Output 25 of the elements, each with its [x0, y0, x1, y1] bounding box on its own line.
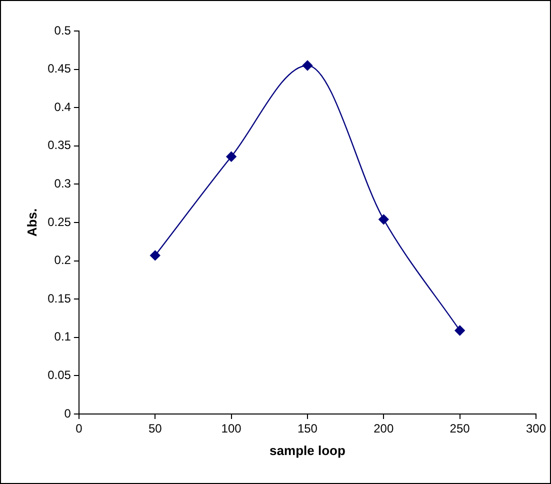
- point: [302, 60, 313, 71]
- point: [454, 325, 465, 336]
- y-tick-label: 0: [64, 406, 72, 420]
- point: [226, 152, 236, 162]
- x-tick-label: 50: [148, 422, 162, 436]
- point: [150, 250, 160, 261]
- point: [378, 214, 389, 225]
- y-tick-label: 0.35: [48, 138, 72, 152]
- x-tick-label: 150: [297, 422, 318, 436]
- y-tick-label: 0.1: [54, 330, 72, 344]
- y-tick-label: 0.4: [54, 100, 72, 114]
- x-tick-label: 250: [450, 422, 470, 436]
- y-axis-title: Abs.: [24, 208, 40, 237]
- y-tick-label: 0.25: [48, 214, 72, 229]
- y-tick-label: 0.05: [48, 368, 72, 382]
- y-tick-label: 0.2: [54, 253, 72, 268]
- x-tick-label: 0: [76, 422, 83, 436]
- y-tick-label: 0.5: [54, 23, 72, 38]
- x-tick-label: 100: [221, 422, 242, 436]
- x-tick-label: 200: [374, 422, 394, 436]
- y-tick-label: 0.15: [48, 291, 72, 306]
- y-tick-label: 0.45: [48, 62, 72, 76]
- x-axis-title: sample loop: [270, 442, 346, 458]
- x-tick-label: 300: [526, 422, 546, 436]
- y-tick-label: 0.3: [54, 176, 72, 191]
